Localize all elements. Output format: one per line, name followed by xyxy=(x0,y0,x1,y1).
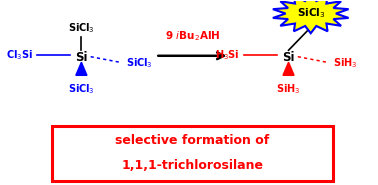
Text: SiCl$_3$: SiCl$_3$ xyxy=(68,83,95,96)
FancyBboxPatch shape xyxy=(52,126,333,181)
Text: Cl$_3$Si: Cl$_3$Si xyxy=(6,48,33,62)
Text: SiCl$_3$: SiCl$_3$ xyxy=(125,56,152,70)
Polygon shape xyxy=(76,62,87,75)
Text: SiCl$_3$: SiCl$_3$ xyxy=(296,7,325,21)
Text: 1,1,1-trichlorosilane: 1,1,1-trichlorosilane xyxy=(121,159,263,172)
Polygon shape xyxy=(283,62,294,75)
Text: Si: Si xyxy=(282,51,295,64)
Polygon shape xyxy=(273,0,349,33)
Text: SiCl$_3$: SiCl$_3$ xyxy=(68,21,95,35)
Text: selective formation of: selective formation of xyxy=(115,134,270,147)
Text: SiH$_3$: SiH$_3$ xyxy=(333,56,357,70)
Text: 9 $i$Bu$_2$AlH: 9 $i$Bu$_2$AlH xyxy=(165,29,220,43)
Text: Si: Si xyxy=(75,51,88,64)
Text: H$_3$Si: H$_3$Si xyxy=(215,48,240,62)
Text: SiH$_3$: SiH$_3$ xyxy=(276,83,301,96)
